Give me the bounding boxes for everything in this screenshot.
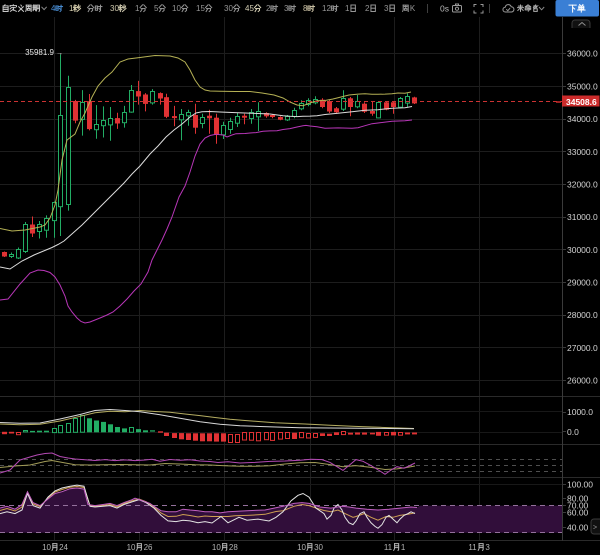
svg-text:8: 8 xyxy=(303,4,308,13)
svg-text:4: 4 xyxy=(51,4,56,13)
svg-text:0.0: 0.0 xyxy=(567,427,579,437)
svg-text:10: 10 xyxy=(172,4,181,13)
svg-text:3: 3 xyxy=(485,543,490,552)
svg-text:34508.6: 34508.6 xyxy=(566,97,597,107)
svg-text:10: 10 xyxy=(297,543,306,552)
svg-text:10: 10 xyxy=(42,543,51,552)
svg-text:→: → xyxy=(56,50,63,57)
svg-text:0s: 0s xyxy=(440,3,449,13)
svg-text:10: 10 xyxy=(212,543,221,552)
svg-text:33000.0: 33000.0 xyxy=(567,147,598,157)
svg-text:26: 26 xyxy=(144,543,153,552)
svg-text:30: 30 xyxy=(224,4,233,13)
svg-text:1: 1 xyxy=(401,543,406,552)
svg-text:80.00: 80.00 xyxy=(567,493,589,503)
svg-text:36000.0: 36000.0 xyxy=(567,49,598,59)
svg-text:3: 3 xyxy=(284,4,289,13)
svg-text:2: 2 xyxy=(266,4,271,13)
svg-text:1000.0: 1000.0 xyxy=(567,407,593,417)
svg-text:28000.0: 28000.0 xyxy=(567,310,598,320)
svg-text:1: 1 xyxy=(135,4,140,13)
svg-text:29000.0: 29000.0 xyxy=(567,278,598,288)
svg-text:31000.0: 31000.0 xyxy=(567,212,598,222)
svg-text:60.00: 60.00 xyxy=(567,508,589,518)
svg-text:28: 28 xyxy=(229,543,238,552)
svg-text:35000.0: 35000.0 xyxy=(567,81,598,91)
svg-text:2: 2 xyxy=(365,4,370,13)
svg-text:40.00: 40.00 xyxy=(567,522,589,532)
svg-text:45: 45 xyxy=(245,4,254,13)
svg-text:34000.0: 34000.0 xyxy=(567,114,598,124)
svg-text:26000.0: 26000.0 xyxy=(567,376,598,386)
svg-text:1: 1 xyxy=(345,4,350,13)
svg-text:35981.9: 35981.9 xyxy=(25,48,54,57)
svg-text:27000.0: 27000.0 xyxy=(567,343,598,353)
svg-text:24: 24 xyxy=(59,543,68,552)
svg-text:11: 11 xyxy=(468,543,477,552)
svg-text:32000.0: 32000.0 xyxy=(567,179,598,189)
svg-text:K: K xyxy=(410,4,416,13)
svg-text:10: 10 xyxy=(127,543,136,552)
svg-text:30000.0: 30000.0 xyxy=(567,245,598,255)
svg-text:11: 11 xyxy=(384,543,393,552)
svg-text:12: 12 xyxy=(322,4,331,13)
svg-text:3: 3 xyxy=(384,4,389,13)
svg-text:30: 30 xyxy=(314,543,323,552)
svg-text:>: > xyxy=(593,525,597,532)
svg-text:70.00: 70.00 xyxy=(567,501,589,511)
svg-text:15: 15 xyxy=(196,4,205,13)
svg-text:5: 5 xyxy=(154,4,159,13)
svg-text:100.00: 100.00 xyxy=(567,479,593,489)
svg-text:1: 1 xyxy=(69,4,74,13)
svg-text:30: 30 xyxy=(110,4,119,13)
